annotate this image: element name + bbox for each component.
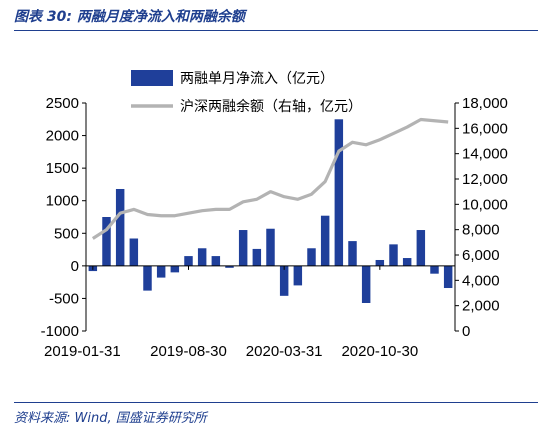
- bar: [197, 248, 207, 266]
- balance-line: [91, 117, 449, 240]
- x-tick-label: 2019-08-30: [150, 343, 227, 360]
- bar: [348, 241, 357, 266]
- bar: [170, 265, 180, 273]
- bar: [115, 188, 125, 266]
- bar: [416, 230, 426, 266]
- bar: [129, 238, 139, 266]
- title-divider: [14, 30, 538, 31]
- y-right-tick-label: 10,000: [462, 196, 508, 213]
- y-left-tick-label: 0: [71, 258, 79, 275]
- bar: [102, 217, 111, 266]
- bar: [389, 244, 398, 266]
- y-left-tick-label: 2500: [46, 95, 79, 112]
- y-left-tick-label: -500: [49, 290, 79, 307]
- y-right-tick-label: 2,000: [462, 298, 500, 315]
- y-right-tick-label: 4,000: [462, 272, 500, 289]
- legend-label-bar: 两融单月净流入（亿元）: [180, 71, 334, 87]
- chart: -1000 -500 0 500 1000 1500 2000 2500 0 2,000 4,000…: [41, 70, 508, 360]
- bar: [211, 256, 221, 266]
- y-right-tick-label: 6,000: [462, 247, 500, 264]
- legend-label-line: 沪深两融余额（右轴，亿元）: [180, 98, 362, 115]
- bar: [375, 259, 385, 266]
- bar: [225, 265, 234, 268]
- bar: [252, 248, 262, 266]
- axes: -1000 -500 0 500 1000 1500 2000 2500 0 2,000 4,000…: [41, 95, 508, 360]
- bar: [293, 265, 303, 286]
- y-left-tick-label: 2000: [46, 128, 79, 145]
- y-right-tick-label: 18,000: [462, 95, 508, 112]
- bar: [334, 119, 344, 266]
- line-series: [91, 117, 449, 240]
- y-right-tick-label: 8,000: [462, 222, 500, 239]
- bar: [266, 228, 275, 266]
- figure-title: 图表 30: 两融月度净流入和两融余额: [14, 9, 245, 25]
- bar: [238, 230, 248, 266]
- bar: [361, 265, 371, 303]
- y-right-tick-label: 14,000: [462, 146, 508, 163]
- y-right-tick-label: 12,000: [462, 171, 508, 188]
- bar: [307, 248, 316, 266]
- bar: [143, 265, 152, 291]
- source-note: 资料来源: Wind, 国盛证券研究所: [14, 411, 207, 426]
- footer-divider: [14, 402, 538, 403]
- legend-swatch-bar: [131, 70, 173, 86]
- legend: 两融单月净流入（亿元） 沪深两融余额（右轴，亿元）: [131, 70, 362, 115]
- bar-series: [88, 119, 453, 303]
- bar: [184, 256, 193, 266]
- bar: [156, 265, 166, 278]
- bar: [279, 265, 289, 296]
- bar: [402, 258, 412, 266]
- x-tick-label: 2019-01-31: [44, 343, 121, 360]
- bar: [430, 265, 439, 274]
- bar: [443, 265, 453, 289]
- y-left-tick-label: 500: [54, 225, 79, 242]
- y-left-tick-label: -1000: [41, 323, 79, 340]
- y-right-tick-label: 16,000: [462, 120, 508, 137]
- x-tick-label: 2020-03-31: [246, 343, 323, 360]
- y-left-tick-label: 1500: [46, 160, 79, 177]
- x-tick-label: 2020-10-30: [341, 343, 418, 360]
- bar: [320, 215, 330, 266]
- y-left-tick-label: 1000: [46, 193, 79, 210]
- y-right-tick-label: 0: [462, 323, 470, 340]
